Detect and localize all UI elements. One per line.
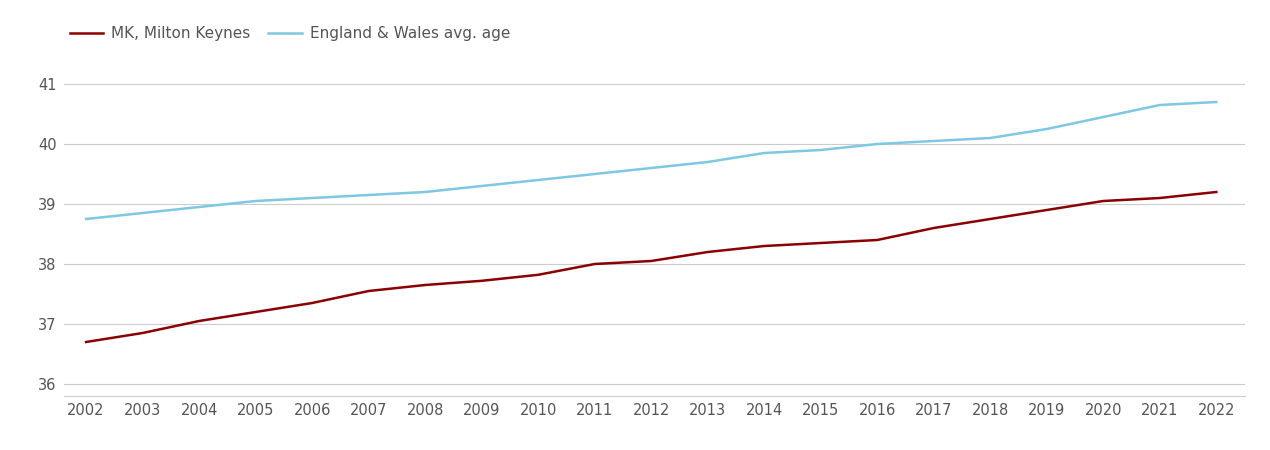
MK, Milton Keynes <box>587 261 602 267</box>
MK, Milton Keynes <box>248 309 263 315</box>
England & Wales avg. age <box>870 141 885 147</box>
England & Wales avg. age <box>418 189 433 195</box>
MK, Milton Keynes <box>700 249 715 255</box>
MK, Milton Keynes <box>813 240 828 246</box>
MK, Milton Keynes <box>79 339 94 345</box>
MK, Milton Keynes <box>1096 198 1111 204</box>
England & Wales avg. age <box>248 198 263 204</box>
England & Wales avg. age <box>192 204 207 210</box>
MK, Milton Keynes <box>1209 189 1224 195</box>
MK, Milton Keynes <box>135 330 150 336</box>
MK, Milton Keynes <box>870 237 885 243</box>
England & Wales avg. age <box>1096 114 1111 120</box>
MK, Milton Keynes <box>757 243 772 249</box>
England & Wales avg. age <box>1209 99 1224 105</box>
MK, Milton Keynes <box>418 282 433 288</box>
England & Wales avg. age <box>644 165 659 171</box>
Line: England & Wales avg. age: England & Wales avg. age <box>86 102 1217 219</box>
England & Wales avg. age <box>79 216 94 222</box>
Legend: MK, Milton Keynes, England & Wales avg. age: MK, Milton Keynes, England & Wales avg. … <box>64 20 516 47</box>
MK, Milton Keynes <box>192 318 207 324</box>
England & Wales avg. age <box>700 159 715 165</box>
MK, Milton Keynes <box>1039 207 1054 213</box>
MK, Milton Keynes <box>361 288 376 294</box>
MK, Milton Keynes <box>1152 195 1167 201</box>
England & Wales avg. age <box>1039 126 1054 132</box>
England & Wales avg. age <box>474 183 489 189</box>
MK, Milton Keynes <box>474 278 489 284</box>
England & Wales avg. age <box>587 171 602 177</box>
England & Wales avg. age <box>1152 102 1167 108</box>
MK, Milton Keynes <box>983 216 998 222</box>
England & Wales avg. age <box>135 210 150 216</box>
England & Wales avg. age <box>757 150 772 156</box>
MK, Milton Keynes <box>644 258 659 264</box>
England & Wales avg. age <box>983 135 998 141</box>
England & Wales avg. age <box>531 177 546 183</box>
England & Wales avg. age <box>305 195 320 201</box>
England & Wales avg. age <box>926 138 941 144</box>
MK, Milton Keynes <box>305 300 320 306</box>
Line: MK, Milton Keynes: MK, Milton Keynes <box>86 192 1217 342</box>
England & Wales avg. age <box>361 192 376 198</box>
England & Wales avg. age <box>813 147 828 153</box>
MK, Milton Keynes <box>926 225 941 231</box>
MK, Milton Keynes <box>531 272 546 278</box>
